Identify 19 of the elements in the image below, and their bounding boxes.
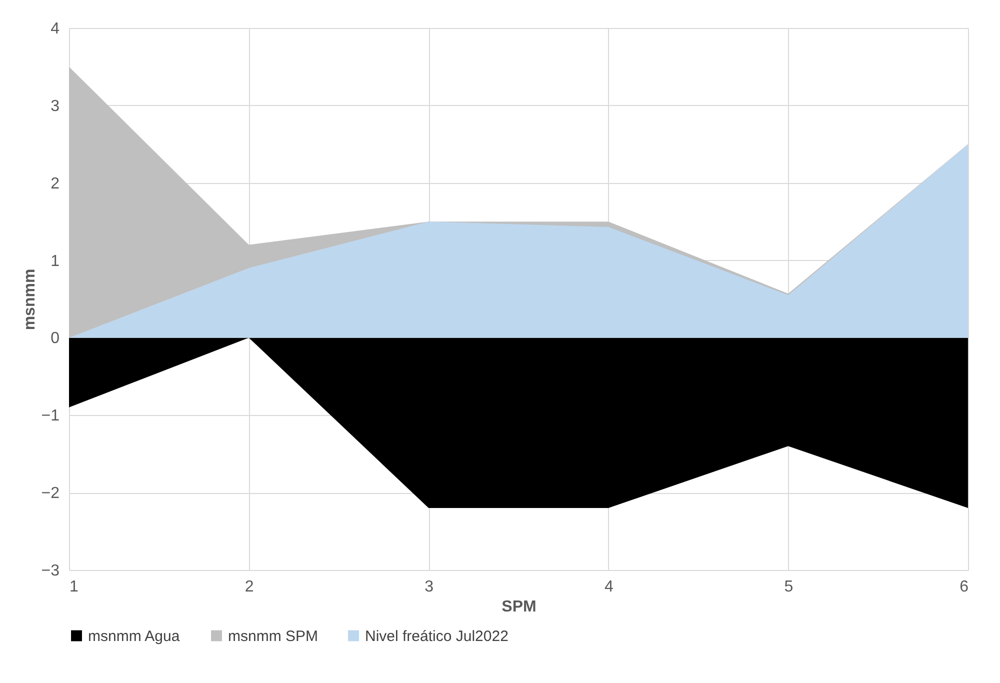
y-axis-title: msnmm bbox=[21, 268, 38, 330]
y-tick-label: 2 bbox=[50, 175, 60, 192]
x-tick-label: 6 bbox=[960, 578, 969, 596]
y-tick-label: −2 bbox=[41, 485, 60, 502]
x-tick-label: 1 bbox=[70, 578, 78, 596]
y-tick-label: 3 bbox=[50, 98, 60, 115]
x-axis-title: SPM bbox=[502, 598, 536, 616]
y-tick-label: −1 bbox=[41, 408, 60, 425]
y-tick-label: 0 bbox=[50, 330, 60, 348]
legend-label: msnmm SPM bbox=[228, 628, 318, 645]
y-tick-label: 4 bbox=[50, 20, 60, 38]
y-tick-label: −3 bbox=[41, 562, 60, 580]
legend-label: msnmm Agua bbox=[88, 628, 180, 645]
x-tick-label: 2 bbox=[244, 578, 254, 596]
x-tick-label: 4 bbox=[604, 578, 614, 596]
y-tick-label: 1 bbox=[50, 252, 60, 270]
legend-label: Nivel freático Jul2022 bbox=[365, 628, 508, 645]
x-tick-label: 5 bbox=[784, 578, 794, 596]
x-tick-label: 3 bbox=[424, 578, 434, 596]
